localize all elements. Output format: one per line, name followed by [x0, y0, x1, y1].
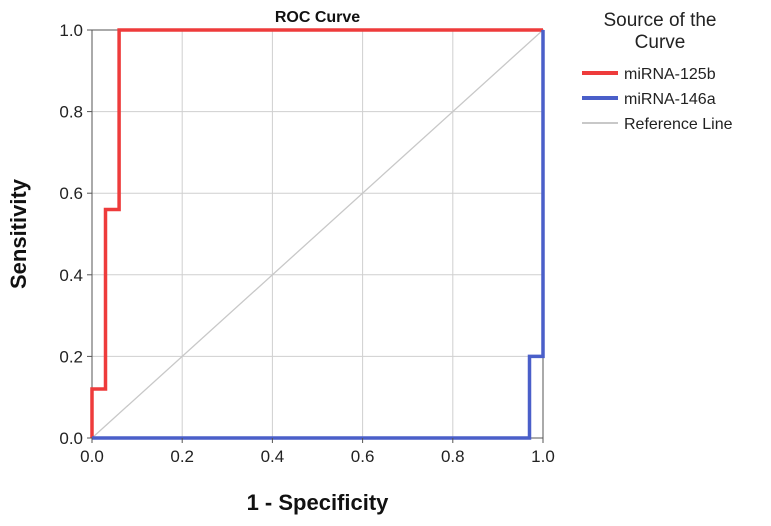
- x-axis-title: 1 - Specificity: [247, 490, 390, 515]
- x-tick-label: 1.0: [531, 447, 555, 466]
- series-line-reference-line: [91, 29, 544, 439]
- legend: Source of the Curve miRNA-125b miRNA-146a R…: [582, 10, 733, 133]
- y-tick-label: 1.0: [59, 21, 83, 40]
- legend-label: Reference Line: [624, 116, 733, 133]
- series-layer: [90, 28, 545, 440]
- x-tick-label: 0.8: [441, 447, 465, 466]
- y-axis-title: Sensitivity: [6, 178, 31, 289]
- axis-ticks: 0.0 0.2 0.4 0.6 0.8 1.0 0.0 0.2 0.4 0.6 0.8 1.0: [59, 21, 554, 466]
- legend-title: Source of the Curve: [603, 10, 716, 53]
- y-tick-label: 0.0: [59, 429, 83, 448]
- y-tick-label: 0.6: [59, 184, 83, 203]
- legend-label: miRNA-125b: [624, 66, 716, 83]
- y-tick-label: 0.4: [59, 266, 83, 285]
- legend-title-line: Source of the: [603, 10, 716, 31]
- x-tick-label: 0.6: [351, 447, 375, 466]
- x-tick-label: 0.2: [170, 447, 194, 466]
- y-tick-label: 0.2: [59, 347, 83, 366]
- y-tick-label: 0.8: [59, 103, 83, 122]
- chart-title: ROC Curve: [275, 9, 360, 26]
- series-line-mirna-125b: [90, 28, 543, 438]
- x-tick-label: 0.0: [80, 447, 104, 466]
- legend-label: miRNA-146a: [624, 91, 716, 108]
- legend-title-line: Curve: [635, 32, 686, 53]
- series-line-mirna-146a: [92, 30, 545, 440]
- x-tick-label: 0.4: [261, 447, 285, 466]
- legend-items: miRNA-125b miRNA-146a Reference Line: [582, 66, 733, 133]
